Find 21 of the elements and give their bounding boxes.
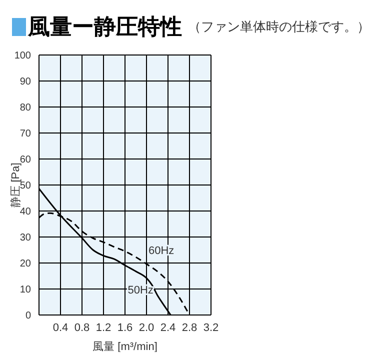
x-axis-title: 風量 [m³/min] bbox=[92, 341, 158, 353]
y-tick-label: 30 bbox=[20, 232, 32, 244]
x-tick-label: 1.2 bbox=[96, 322, 112, 334]
chart-title: 風量ー静圧特性 bbox=[28, 13, 182, 41]
x-tick-label: 0.8 bbox=[74, 322, 90, 334]
y-tick-label: 90 bbox=[20, 76, 32, 88]
y-tick-label: 100 bbox=[14, 50, 32, 62]
x-tick-label: 0.4 bbox=[52, 322, 68, 334]
x-tick-label: 2.0 bbox=[138, 322, 154, 334]
x-tick-label: 1.6 bbox=[117, 322, 133, 334]
text: （ファン単体時の仕様です。） bbox=[188, 18, 370, 36]
y-tick-label: 80 bbox=[20, 102, 32, 114]
y-tick-label: 0 bbox=[25, 310, 32, 322]
y-tick-label: 10 bbox=[20, 284, 32, 296]
y-tick-label: 20 bbox=[20, 258, 32, 270]
x-tick-label: 2.8 bbox=[182, 322, 198, 334]
x-tick-label: 3.2 bbox=[203, 322, 219, 334]
x-tick-label: 2.4 bbox=[160, 322, 176, 334]
y-tick-label: 50 bbox=[20, 180, 32, 192]
y-tick-label: 70 bbox=[20, 128, 32, 140]
y-tick-label: 40 bbox=[20, 206, 32, 218]
